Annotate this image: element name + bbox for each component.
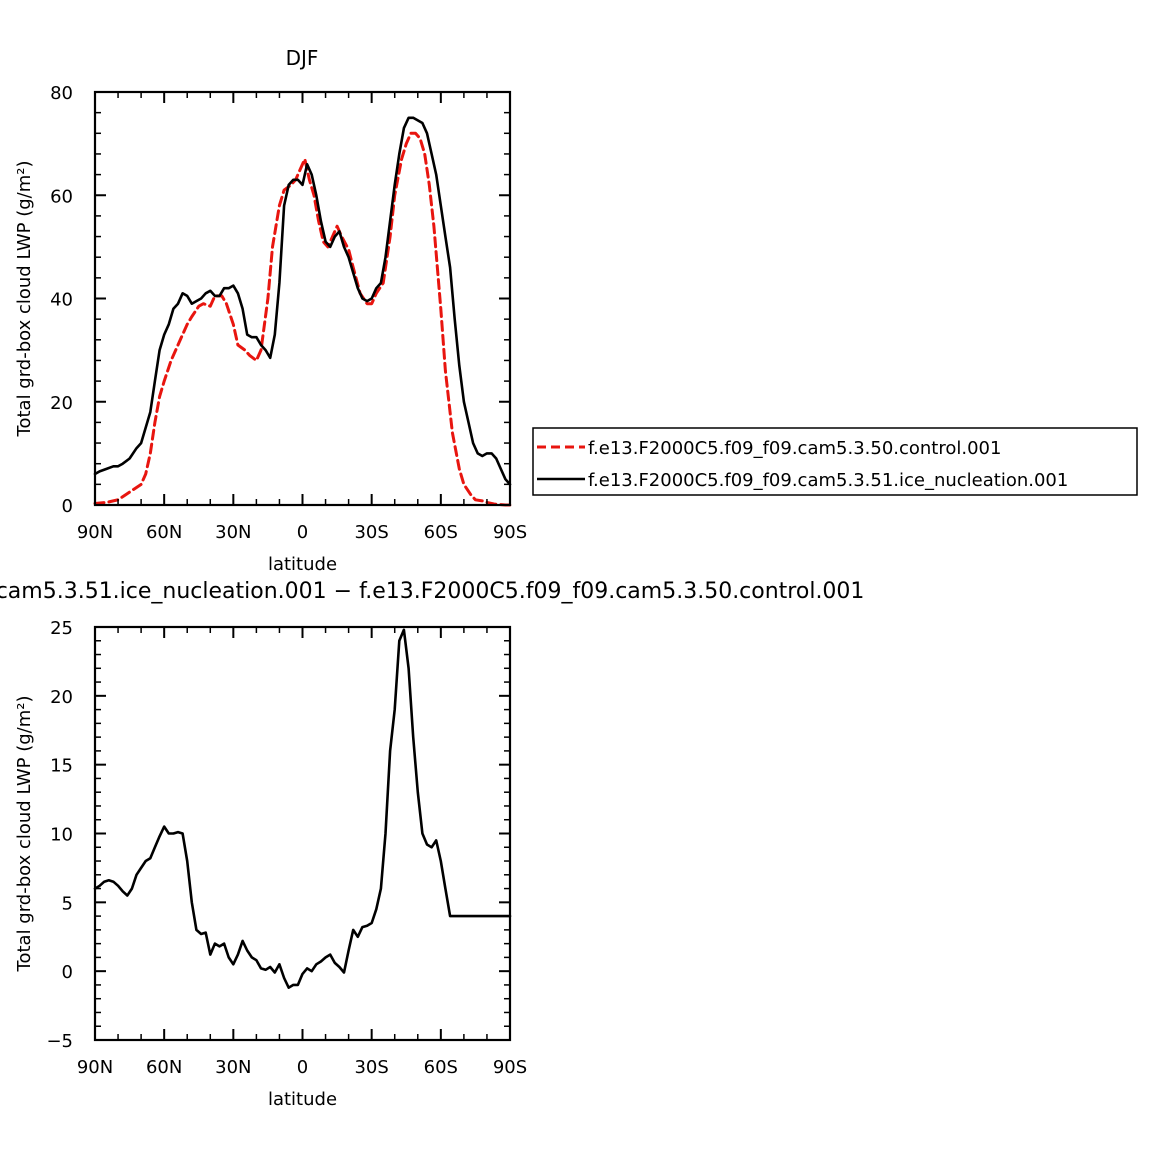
chart-title: f.e13.F2000C5.f09_f09.cam5.3.51.ice_nucl… [0,579,864,604]
y-tick-label: 60 [50,186,73,207]
x-tick-label: 90N [77,522,113,543]
plot-frame [93,625,512,1042]
y-axis-label: Total grd-box cloud LWP (g/m²) [14,696,35,973]
y-tick-label: 10 [50,825,73,846]
x-tick-label: 60N [146,522,182,543]
y-tick-label: 20 [50,687,73,708]
y-tick-label: 0 [62,962,73,983]
x-tick-label: 60S [424,522,458,543]
series-line-1 [93,116,512,486]
y-axis-label: Total grd-box cloud LWP (g/m²) [14,161,35,438]
y-tick-label: −5 [46,1031,73,1052]
panel-difference: f.e13.F2000C5.f09_f09.cam5.3.51.ice_nucl… [0,579,864,1110]
x-tick-label: 60N [146,1057,182,1078]
x-tick-label: 90S [493,1057,527,1078]
y-tick-label: 15 [50,756,73,777]
x-tick-label: 30S [354,522,388,543]
legend-entry-1: f.e13.F2000C5.f09_f09.cam5.3.51.ice_nucl… [588,470,1068,491]
x-tick-label: 30S [354,1057,388,1078]
series-line-0 [93,131,512,507]
x-tick-label: 0 [297,522,308,543]
y-tick-label: 0 [62,496,73,517]
chart-title: DJF [286,46,319,70]
series-line-0 [93,628,512,990]
legend-box [532,427,1138,496]
x-tick-label: 0 [297,1057,308,1078]
x-tick-label: 30N [215,522,251,543]
y-tick-label: 40 [50,290,73,311]
x-tick-label: 90S [493,522,527,543]
y-tick-label: 20 [50,393,73,414]
y-tick-label: 80 [50,83,73,104]
x-tick-label: 60S [424,1057,458,1078]
plot-frame [93,90,512,507]
panel-djf: DJF 90N 60N 30N 0 30S 60S 90S 0 20 40 60 80 latitude T… [14,46,527,575]
legend-entry-0: f.e13.F2000C5.f09_f09.cam5.3.50.control.… [588,438,1001,459]
y-tick-label: 5 [62,893,73,914]
x-tick-label: 30N [215,1057,251,1078]
y-tick-label: 25 [50,618,73,639]
legend: f.e13.F2000C5.f09_f09.cam5.3.50.control.… [532,427,1138,496]
x-axis-label: latitude [268,1089,337,1110]
x-tick-label: 90N [77,1057,113,1078]
x-axis-label: latitude [268,554,337,575]
